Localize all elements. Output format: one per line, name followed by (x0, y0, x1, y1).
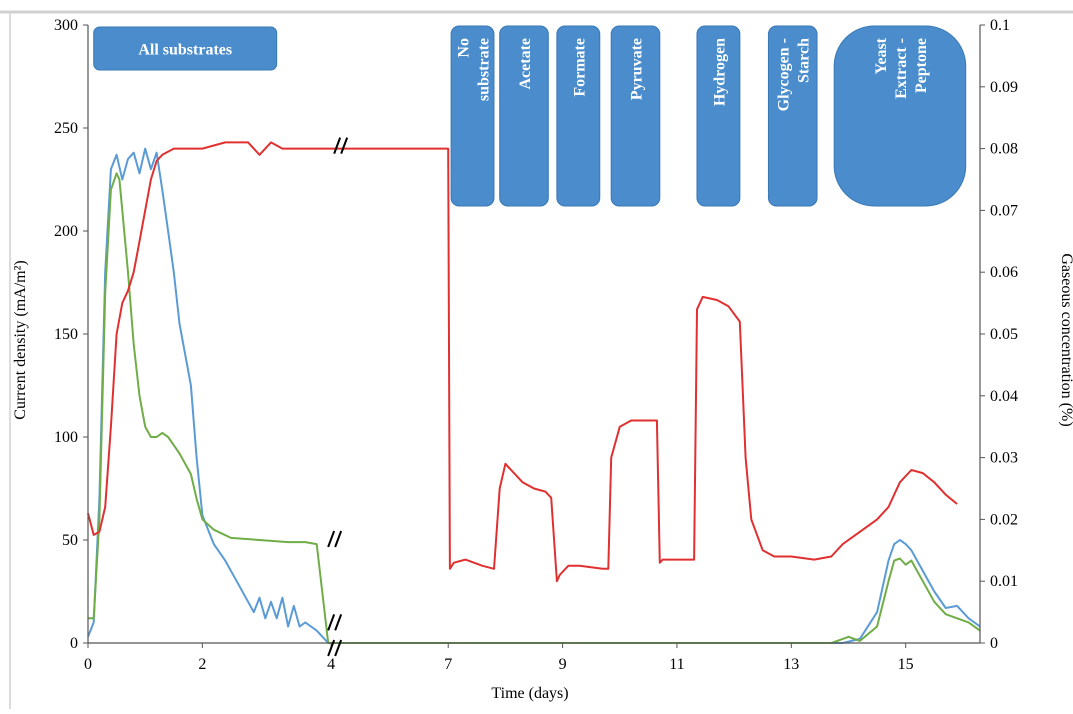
y-tick-label: 150 (54, 326, 78, 343)
axis-break-mark (334, 530, 343, 548)
x-axis-title: Time (days) (491, 685, 568, 702)
annotation-label-1-0: No (456, 38, 473, 58)
x-tick-label: 7 (444, 656, 452, 673)
y2-tick-label: 0 (990, 635, 998, 652)
annotation-label-0: All substrates (138, 42, 232, 59)
y-tick-label: 100 (54, 429, 78, 446)
y2-tick-label: 0.04 (990, 388, 1018, 405)
x-tick-label: 13 (783, 656, 799, 673)
x-tick-label: 9 (559, 656, 567, 673)
y-axis-title: Current density (mA/m²) (12, 260, 29, 419)
axes-layer: 05010015020025030000.010.020.030.040.050… (54, 17, 1018, 673)
y2-tick-label: 0.07 (990, 202, 1018, 219)
x-tick-label: 15 (898, 656, 914, 673)
annotation-label-6-0: Glycogen - (776, 38, 793, 111)
y2-tick-label: 0.1 (990, 17, 1010, 34)
series-line-blue (87, 147, 981, 644)
annotation-box-1 (450, 25, 495, 207)
x-tick-label: 0 (84, 656, 92, 673)
axis-break-mark (327, 530, 336, 548)
axis-break-mark (327, 614, 336, 631)
annotation-label-5-0: Hydrogen (711, 38, 728, 106)
series-line-red (87, 141, 958, 583)
y-tick-label: 200 (54, 223, 78, 240)
axis-break-mark (334, 639, 343, 657)
axis-break-mark (333, 137, 342, 154)
y-tick-label: 50 (62, 532, 78, 549)
annotation-label-7-2: Peptone (913, 38, 930, 93)
annotation-box-0 (93, 26, 278, 71)
axis-break-mark (334, 614, 343, 631)
y2-tick-label: 0.09 (990, 79, 1018, 96)
series-layer (87, 141, 981, 644)
y2-tick-label: 0.01 (990, 573, 1018, 590)
y2-tick-label: 0.08 (990, 141, 1018, 158)
series-line-green (88, 172, 981, 644)
axis-break-mark (340, 137, 349, 154)
annotation-label-2-0: Acetate (517, 38, 534, 90)
annotation-label-3-0: Formate (571, 38, 588, 97)
annotation-box-2 (499, 25, 549, 207)
annotation-box-5 (696, 25, 741, 207)
y-tick-label: 300 (54, 17, 78, 34)
y2-tick-label: 0.05 (990, 326, 1018, 343)
annotation-box-3 (556, 25, 601, 207)
annotation-box-6 (767, 25, 818, 207)
x-tick-label: 11 (669, 656, 684, 673)
annotation-boxes: All substrates No substrate Acetate Formate P… (93, 25, 967, 207)
y-tick-label: 0 (70, 635, 78, 652)
annotation-label-7-1: Extract - (893, 38, 910, 99)
annotation-label-1-1: substrate (476, 38, 493, 101)
y2-axis-title: Gaseous concentration (%) (1058, 253, 1073, 426)
y2-tick-label: 0.03 (990, 450, 1018, 467)
annotation-label-6-1: Starch (796, 38, 813, 83)
y-tick-label: 250 (54, 120, 78, 137)
y2-tick-label: 0.02 (990, 511, 1018, 528)
annotation-label-4-0: Pyruvate (628, 38, 645, 100)
x-tick-label: 4 (327, 656, 335, 673)
x-tick-label: 2 (198, 656, 206, 673)
axis-break-mark (327, 639, 336, 657)
annotation-box-7 (833, 25, 967, 207)
annotation-label-7-0: Yeast (873, 37, 890, 74)
annotation-box-4 (610, 25, 661, 207)
y2-tick-label: 0.06 (990, 264, 1018, 281)
